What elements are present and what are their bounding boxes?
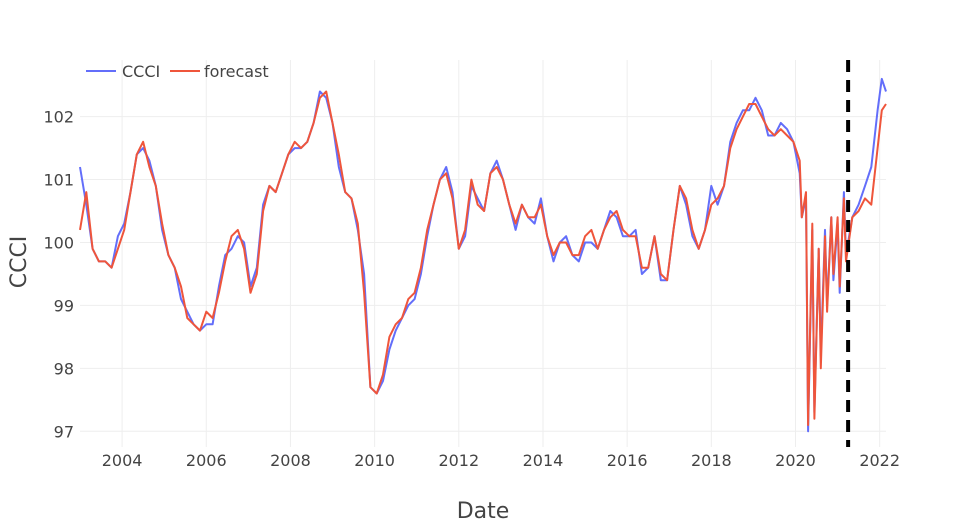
x-axis-title: Date bbox=[457, 499, 510, 524]
x-tick-label: 2010 bbox=[354, 451, 395, 470]
y-tick-label: 97 bbox=[54, 422, 74, 441]
forecast-series-line bbox=[79, 90, 887, 426]
legend-label-ccci[interactable]: CCCI bbox=[122, 62, 160, 81]
y-tick-label: 101 bbox=[43, 171, 74, 190]
y-tick-label: 98 bbox=[54, 359, 74, 378]
y-tick-label: 100 bbox=[43, 233, 74, 252]
x-tick-label: 2004 bbox=[102, 451, 143, 470]
y-axis-title: CCCI bbox=[7, 236, 32, 289]
x-tick-label: 2006 bbox=[186, 451, 227, 470]
x-tick-label: 2020 bbox=[775, 451, 816, 470]
series-lines bbox=[79, 77, 887, 433]
ccci-series-line bbox=[79, 77, 887, 433]
y-axis-ticks: 97 98 99 100 101 102 bbox=[43, 108, 74, 442]
x-axis-ticks: 2004 2006 2008 2010 2012 2014 2016 2018 2020 2022 bbox=[102, 451, 900, 470]
x-tick-label: 2018 bbox=[691, 451, 732, 470]
x-tick-label: 2016 bbox=[607, 451, 648, 470]
legend[interactable]: CCCI forecast bbox=[86, 62, 269, 81]
x-tick-label: 2012 bbox=[438, 451, 479, 470]
x-tick-label: 2022 bbox=[859, 451, 900, 470]
y-tick-label: 102 bbox=[43, 108, 74, 127]
gridlines bbox=[80, 60, 886, 447]
x-tick-label: 2008 bbox=[270, 451, 311, 470]
x-tick-label: 2014 bbox=[523, 451, 564, 470]
y-tick-label: 99 bbox=[54, 296, 74, 315]
legend-label-forecast[interactable]: forecast bbox=[204, 62, 269, 81]
